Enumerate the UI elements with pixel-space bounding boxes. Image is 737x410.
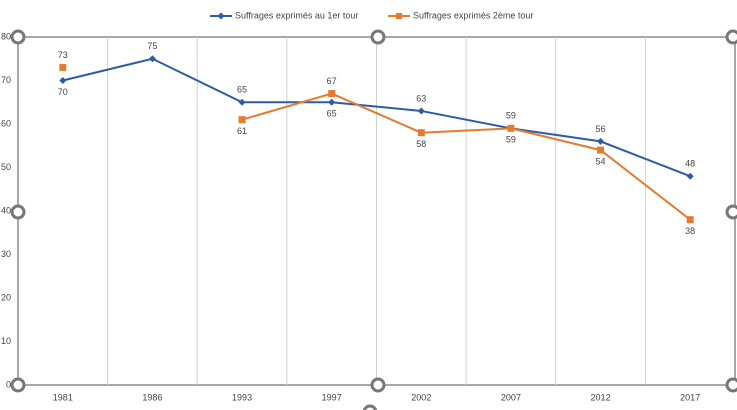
data-label: 54 bbox=[596, 156, 606, 166]
series-line bbox=[241, 92, 691, 221]
point bbox=[417, 129, 425, 137]
point bbox=[686, 172, 694, 180]
y-tick-label: 30 bbox=[1, 249, 11, 259]
handle[interactable] bbox=[370, 29, 386, 45]
x-tick-label: 2012 bbox=[591, 392, 611, 402]
point bbox=[59, 77, 67, 84]
point bbox=[59, 63, 67, 71]
point bbox=[328, 90, 336, 98]
y-tick-label: 10 bbox=[1, 336, 11, 346]
handle[interactable] bbox=[725, 377, 737, 393]
y-tick-label: 50 bbox=[1, 162, 11, 172]
y-tick-label: 40 bbox=[1, 205, 11, 215]
x-tick-label: 1981 bbox=[53, 392, 73, 402]
handle[interactable] bbox=[370, 377, 386, 393]
selection-handles[interactable] bbox=[10, 29, 737, 410]
data-label: 48 bbox=[685, 159, 695, 169]
x-tick-label: 2017 bbox=[680, 392, 700, 402]
data-label: 73 bbox=[58, 50, 68, 60]
data-label: 63 bbox=[416, 93, 426, 103]
x-tick-label: 2007 bbox=[501, 392, 521, 402]
point bbox=[328, 98, 336, 106]
legend-marker bbox=[217, 12, 225, 20]
grid: 0 10 20 30 40 50 60 70 80 1981 1986 1993 1997 2002 200… bbox=[1, 31, 700, 402]
handle[interactable] bbox=[725, 29, 737, 45]
data-label: 67 bbox=[327, 76, 337, 86]
x-tick-label: 1997 bbox=[322, 392, 342, 402]
data-label: 70 bbox=[58, 87, 68, 97]
legend: Suffrages exprimés au 1er tour Suffrages … bbox=[210, 10, 533, 20]
point bbox=[238, 116, 246, 124]
data-label: 59 bbox=[506, 111, 516, 121]
data-label: 56 bbox=[596, 124, 606, 134]
point bbox=[597, 146, 605, 154]
handle[interactable] bbox=[10, 29, 26, 45]
y-tick-label: 20 bbox=[1, 292, 11, 302]
point bbox=[238, 98, 246, 106]
point bbox=[507, 124, 515, 132]
data-label: 59 bbox=[506, 135, 516, 145]
y-tick-label: 0 bbox=[6, 379, 11, 389]
marks: 70 75 65 65 63 59 56 48 73 61 67 58 59 54 38 bbox=[58, 41, 695, 236]
handle[interactable] bbox=[10, 204, 26, 220]
data-label: 75 bbox=[147, 41, 157, 51]
series-line bbox=[62, 57, 691, 178]
y-tick-label: 60 bbox=[1, 118, 11, 128]
y-tick-label: 70 bbox=[1, 75, 11, 85]
point bbox=[417, 107, 425, 115]
data-label: 58 bbox=[416, 139, 426, 149]
legend-marker bbox=[396, 13, 402, 19]
data-label: 61 bbox=[237, 126, 247, 136]
x-tick-label: 2002 bbox=[411, 392, 431, 402]
handle[interactable] bbox=[10, 377, 26, 393]
x-tick-label: 1986 bbox=[142, 392, 162, 402]
data-label: 65 bbox=[237, 85, 247, 95]
x-tick-label: 1993 bbox=[232, 392, 252, 402]
point bbox=[148, 55, 156, 63]
handle[interactable] bbox=[362, 404, 378, 410]
legend-label: Suffrages exprimés au 1er tour bbox=[235, 10, 358, 20]
legend-label: Suffrages exprimés 2ème tour bbox=[413, 10, 533, 20]
data-label: 38 bbox=[685, 226, 695, 236]
point bbox=[686, 216, 694, 224]
y-tick-label: 80 bbox=[1, 31, 11, 41]
point bbox=[597, 137, 605, 145]
data-label: 65 bbox=[327, 109, 337, 119]
handle[interactable] bbox=[725, 204, 737, 220]
